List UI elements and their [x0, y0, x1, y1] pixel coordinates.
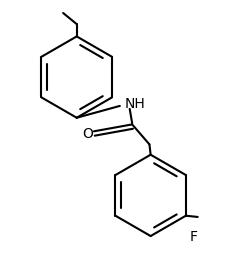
Text: F: F — [190, 230, 198, 244]
Text: NH: NH — [125, 97, 145, 111]
Text: O: O — [82, 127, 93, 141]
